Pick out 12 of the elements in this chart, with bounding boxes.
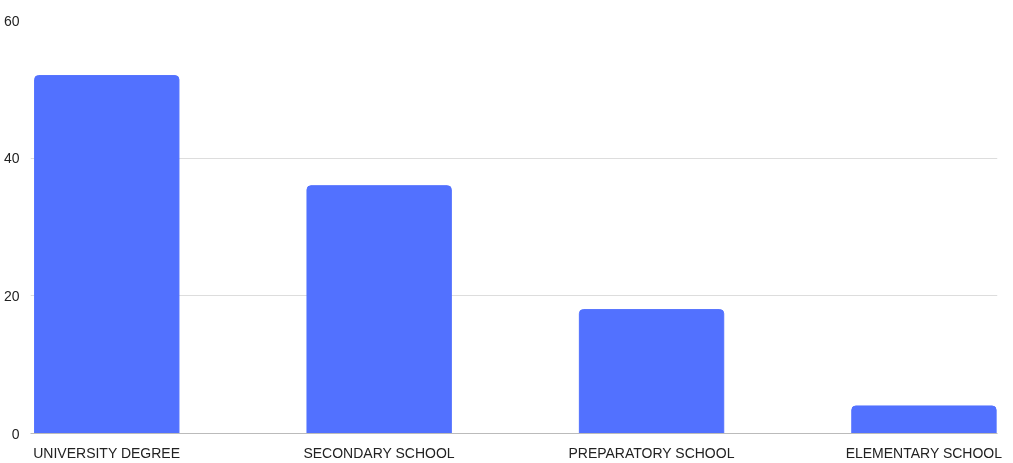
y-tick-label: 60 (3, 12, 20, 29)
y-tick-label: 40 (3, 150, 20, 167)
x-tick-label: ELEMENTARY SCHOOL (845, 444, 1003, 461)
bar (578, 309, 725, 434)
y-tick-label: 20 (3, 287, 20, 304)
bar (851, 405, 997, 434)
x-tick-label: UNIVERSITY DEGREE (33, 444, 181, 461)
y-tick-label: 0 (11, 425, 20, 442)
x-tick-label: SECONDARY SCHOOL (303, 444, 455, 461)
bar (306, 185, 452, 434)
x-tick-label: PREPARATORY SCHOOL (568, 444, 735, 461)
bar (34, 75, 180, 434)
